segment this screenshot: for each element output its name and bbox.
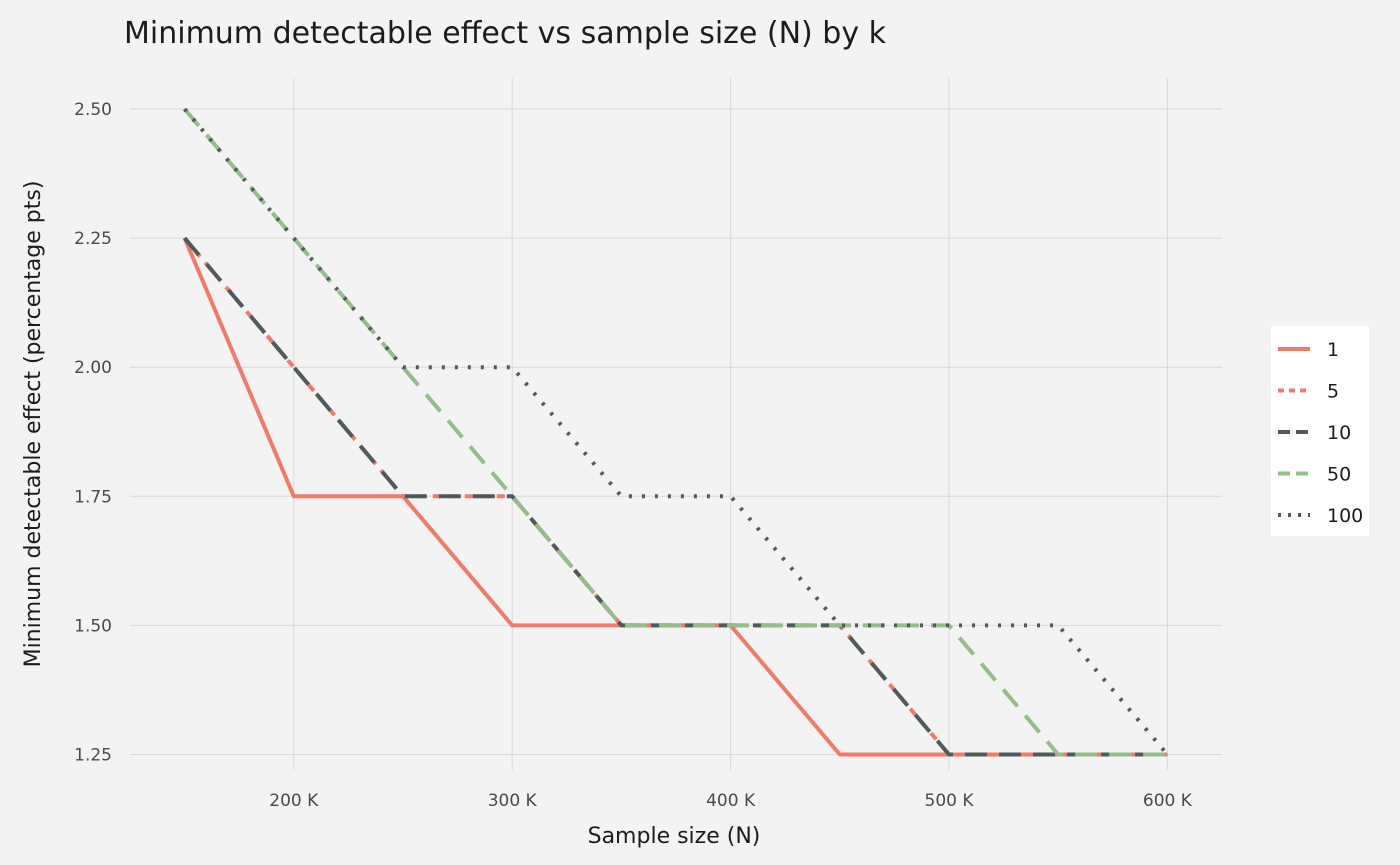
x-tick-label: 600 K <box>1143 791 1193 811</box>
legend-label-5: 5 <box>1327 381 1339 403</box>
y-tick-label: 1.50 <box>74 616 112 636</box>
y-tick-label: 1.25 <box>74 746 112 766</box>
chart-title: Minimum detectable effect vs sample size… <box>124 16 886 51</box>
legend: 1 5 10 50 100 <box>1271 326 1369 536</box>
series-lines <box>182 107 1169 757</box>
legend-label-10: 10 <box>1327 422 1351 444</box>
x-tick-label: 300 K <box>488 791 538 811</box>
y-axis-title: Minimum detectable effect (percentage pt… <box>21 181 46 668</box>
x-axis-title: Sample size (N) <box>588 824 761 849</box>
legend-label-50: 50 <box>1327 464 1351 486</box>
y-tick-label: 1.75 <box>74 487 112 507</box>
y-tick-label: 2.25 <box>74 229 112 249</box>
y-tick-label: 2.50 <box>74 100 112 120</box>
series-line-100 <box>183 107 1169 756</box>
series-line-50 <box>183 107 1168 757</box>
y-tick-label: 2.00 <box>74 358 112 378</box>
x-tick-labels: 200 K 300 K 400 K 500 K 600 K <box>269 791 1192 811</box>
x-tick-label: 400 K <box>706 791 756 811</box>
y-tick-labels: 1.25 1.50 1.75 2.00 2.25 2.50 <box>74 100 112 766</box>
legend-label-1: 1 <box>1327 339 1339 361</box>
x-tick-label: 500 K <box>925 791 975 811</box>
legend-label-100: 100 <box>1327 505 1363 527</box>
grid <box>130 78 1222 770</box>
series-line-10 <box>183 236 1168 757</box>
x-tick-label: 200 K <box>269 791 319 811</box>
